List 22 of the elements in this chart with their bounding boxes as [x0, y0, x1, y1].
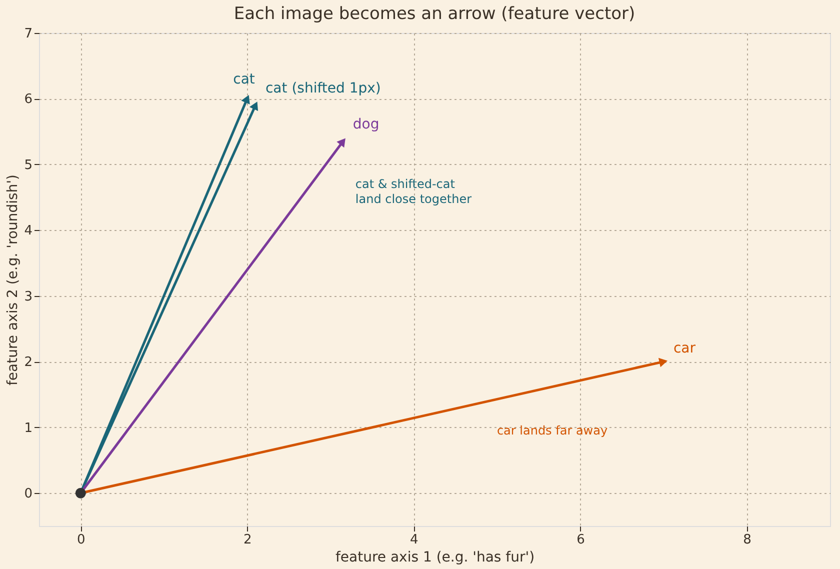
series-label: cat — [233, 72, 256, 88]
x-tick-label: 0 — [76, 532, 86, 548]
series-label: dog — [352, 116, 380, 132]
chart-title: Each image becomes an arrow (feature vector) — [234, 4, 636, 24]
y-tick-label: 5 — [24, 158, 32, 173]
x-tick-label: 6 — [576, 532, 585, 548]
y-tick-label: 6 — [24, 92, 32, 108]
y-tick-label: 2 — [24, 355, 32, 370]
x-axis-title: feature axis 1 (e.g. 'has fur') — [335, 550, 535, 566]
annotation: car lands far away — [496, 424, 608, 438]
series-label: cat (shifted 1px) — [265, 80, 381, 96]
y-tick-label: 7 — [24, 26, 32, 42]
annotation: cat & shifted-cat land close together — [355, 177, 472, 206]
y-tick-label: 0 — [24, 486, 32, 502]
y-tick-label: 1 — [24, 420, 32, 436]
x-tick-label: 4 — [410, 532, 418, 548]
y-axis-title: feature axis 2 (e.g. 'roundish') — [5, 174, 22, 386]
y-tick-label: 4 — [24, 224, 32, 239]
series-label: car — [673, 340, 696, 357]
x-tick-label: 2 — [244, 532, 252, 548]
y-tick-label: 3 — [24, 289, 32, 304]
x-tick-label: 8 — [743, 532, 752, 548]
